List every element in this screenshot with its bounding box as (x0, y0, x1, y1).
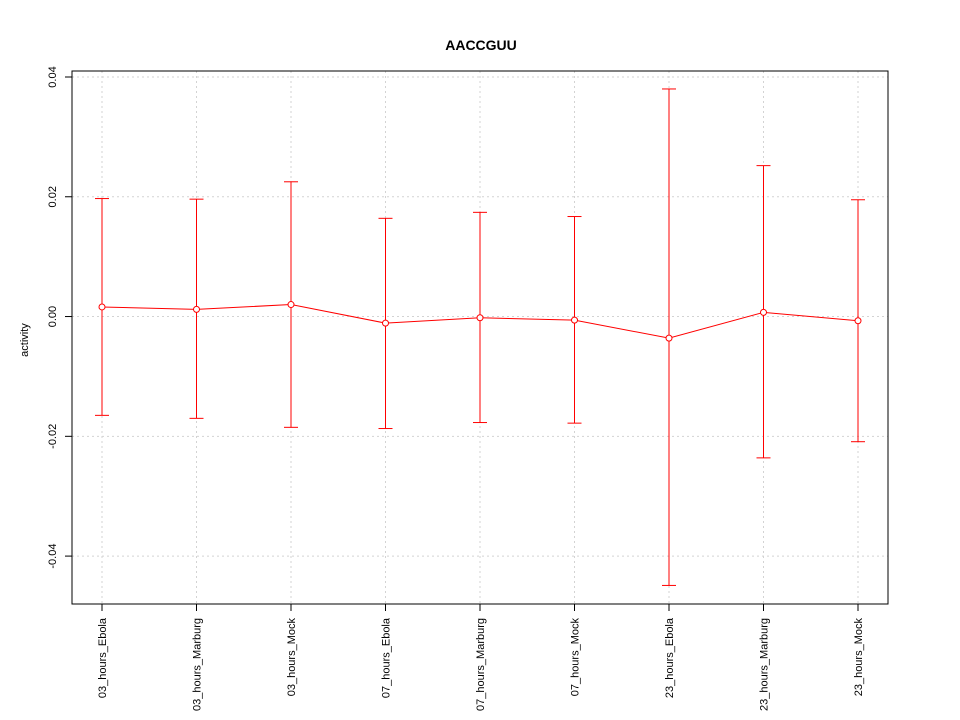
data-point (665, 334, 673, 342)
data-point (476, 314, 484, 322)
y-tick-label: 0.00 (47, 306, 59, 327)
chart-title: AACCGUU (445, 37, 517, 53)
x-tick-label: 03_hours_Marburg (192, 618, 204, 711)
series-layer (95, 88, 865, 586)
data-point (854, 317, 862, 325)
x-tick-label: 23_hours_Mock (853, 618, 865, 697)
data-point (193, 305, 200, 313)
y-tick-label: 0.04 (47, 66, 59, 87)
x-tick-label: 07_hours_Marburg (475, 618, 487, 711)
x-tick-label: 07_hours_Ebola (381, 617, 393, 698)
y-axis-label: activity (19, 323, 31, 357)
y-tick-label: -0.02 (47, 424, 59, 449)
x-tick-label: 23_hours_Marburg (759, 618, 771, 711)
x-tick-label: 07_hours_Mock (570, 618, 582, 697)
x-tick-label: 03_hours_Mock (286, 618, 298, 697)
data-point (287, 301, 295, 309)
data-point (382, 319, 389, 327)
axis-layer: -0.04 -0.02 0.00 0.02 0.04 03_hours_Ebola 03_h… (47, 66, 865, 711)
x-tick-label: 23_hours_Ebola (664, 617, 676, 698)
data-point (571, 316, 578, 324)
plot-border (71, 70, 889, 605)
data-point (98, 303, 106, 311)
x-tick-label: 03_hours_Ebola (97, 617, 109, 698)
y-tick-label: -0.04 (47, 544, 59, 569)
data-point (760, 308, 767, 316)
y-tick-label: 0.02 (47, 186, 59, 207)
